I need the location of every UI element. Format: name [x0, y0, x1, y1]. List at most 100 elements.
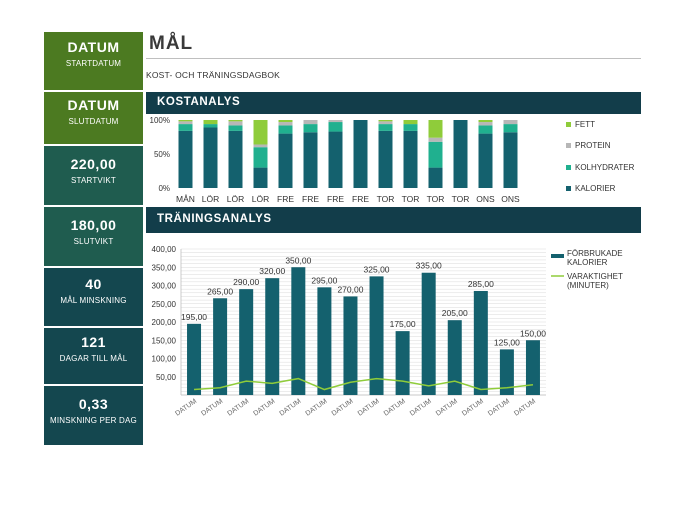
- cost-xtick: FRE: [302, 194, 319, 204]
- cost-legend-swatch: [566, 186, 571, 191]
- training-ytick: 250,00: [152, 300, 177, 309]
- training-ytick: 400,00: [152, 245, 177, 254]
- goal-loss-value: 40: [85, 276, 102, 292]
- training-data-label: 335,00: [416, 261, 442, 271]
- training-data-label: 125,00: [494, 337, 520, 347]
- training-bar: [317, 287, 332, 395]
- cost-bar-segment: [478, 120, 493, 123]
- training-bar: [499, 349, 514, 395]
- cost-xtick: LÖR: [227, 194, 244, 204]
- training-xtick: DATUM: [252, 398, 276, 418]
- training-xtick: DATUM: [513, 398, 537, 418]
- cost-ytick: 100%: [150, 116, 170, 125]
- cost-xtick: LÖR: [202, 194, 219, 204]
- cost-bar-segment: [353, 120, 368, 188]
- training-xtick: DATUM: [461, 398, 485, 418]
- cost-bar-segment: [378, 130, 393, 188]
- cost-bar-segment: [203, 127, 218, 188]
- training-analysis-chart: 400,00 350,00 300,00 250,00 200,00 150,00 100,…: [152, 245, 623, 418]
- cost-xtick: TOR: [452, 194, 470, 204]
- goal-loss-label: MÅL MINSKNING: [60, 296, 127, 305]
- cost-bar-segment: [403, 130, 418, 188]
- cost-bar-segment: [228, 125, 243, 131]
- cost-bar-segment: [303, 124, 318, 133]
- cost-xtick: FRE: [327, 194, 344, 204]
- training-xtick: DATUM: [200, 398, 224, 418]
- cost-bar-segment: [478, 133, 493, 188]
- start-weight-value: 220,00: [70, 156, 117, 172]
- training-xtick: DATUM: [305, 398, 329, 418]
- start-weight-label: STARTVIKT: [70, 176, 117, 185]
- training-legend-swatch-bar: [551, 254, 564, 258]
- training-bar: [291, 267, 306, 395]
- cost-xtick: LÖR: [252, 194, 269, 204]
- cost-legend-swatch: [566, 165, 571, 170]
- cost-xtick: MÅN: [176, 194, 195, 204]
- training-legend-label-line: VARAKTIGHET: [567, 272, 623, 281]
- training-bar: [369, 276, 384, 395]
- training-xtick: DATUM: [383, 398, 407, 418]
- cost-legend-label: KOLHYDRATER: [575, 163, 635, 172]
- cost-bar-segment: [403, 120, 418, 125]
- training-xtick: DATUM: [409, 398, 433, 418]
- training-xtick: DATUM: [278, 398, 302, 418]
- days-to-goal-value: 121: [81, 334, 106, 350]
- page-subtitle: KOST- OCH TRÄNINGSDAGBOK: [146, 70, 281, 80]
- training-data-label: 270,00: [337, 284, 363, 294]
- end-date-value: DATUM: [67, 97, 120, 113]
- cost-bar-segment: [478, 125, 493, 134]
- end-date-tile: DATUM SLUTDATUM: [44, 92, 143, 144]
- training-data-label: 350,00: [285, 255, 311, 265]
- start-date-value: DATUM: [67, 39, 120, 55]
- training-bar: [447, 320, 462, 395]
- cost-legend-label: KALORIER: [575, 184, 616, 193]
- cost-analysis-header: KOSTANALYS: [146, 92, 641, 114]
- start-date-tile: DATUM STARTDATUM: [44, 32, 143, 90]
- cost-bar-segment: [178, 124, 193, 131]
- cost-bar-segment: [403, 124, 418, 131]
- training-bar: [187, 323, 202, 395]
- cost-bar-segment: [203, 120, 218, 125]
- goal-loss-tile: 40 MÅL MINSKNING: [44, 268, 143, 326]
- cost-analysis-chart: 100% 50% 0% MÅN LÖR LÖR LÖR FRE FRE FRE FRE TOR TOR T…: [150, 116, 635, 204]
- training-analysis-title: TRÄNINGSANALYS: [157, 213, 272, 225]
- training-bar: [395, 331, 410, 395]
- days-to-goal-tile: 121 DAGAR TILL MÅL: [44, 328, 143, 384]
- training-bar: [213, 298, 228, 395]
- training-data-label: 265,00: [207, 286, 233, 296]
- cost-bar-segment: [328, 131, 343, 188]
- training-duration-line: [193, 377, 534, 391]
- cost-bar-segment: [428, 120, 443, 138]
- page-title: MÅL: [149, 33, 194, 54]
- training-bar: [421, 272, 436, 395]
- training-bar: [343, 296, 358, 395]
- end-weight-label: SLUTVIKT: [73, 237, 114, 246]
- cost-bar-segment: [228, 120, 243, 122]
- training-ytick: 50,00: [156, 373, 177, 382]
- cost-bar-segment: [503, 132, 518, 188]
- training-bar: [473, 290, 488, 395]
- cost-bar-segment: [253, 144, 268, 148]
- training-ytick: 100,00: [152, 355, 177, 364]
- cost-bar-segment: [328, 122, 343, 132]
- cost-xtick: ONS: [476, 194, 495, 204]
- cost-bar-segment: [428, 141, 443, 168]
- start-date-label: STARTDATUM: [65, 59, 122, 68]
- cost-ytick: 50%: [154, 150, 170, 159]
- training-bar: [265, 278, 280, 395]
- cost-bar-segment: [503, 120, 518, 125]
- cost-bar-segment: [178, 121, 193, 125]
- training-xtick: DATUM: [487, 398, 511, 418]
- cost-bar-segment: [328, 120, 343, 123]
- cost-xtick: FRE: [352, 194, 369, 204]
- training-ytick: 300,00: [152, 282, 177, 291]
- end-weight-value: 180,00: [70, 217, 117, 233]
- cost-legend-swatch: [566, 143, 571, 148]
- start-weight-tile: 220,00 STARTVIKT: [44, 146, 143, 205]
- loss-per-day-tile: 0,33 MINSKNING PER DAG: [44, 386, 143, 445]
- training-data-label: 290,00: [233, 277, 259, 287]
- training-ytick: 150,00: [152, 336, 177, 345]
- training-bar: [525, 340, 540, 395]
- training-data-label: 320,00: [259, 266, 285, 276]
- cost-analysis-title: KOSTANALYS: [157, 96, 241, 108]
